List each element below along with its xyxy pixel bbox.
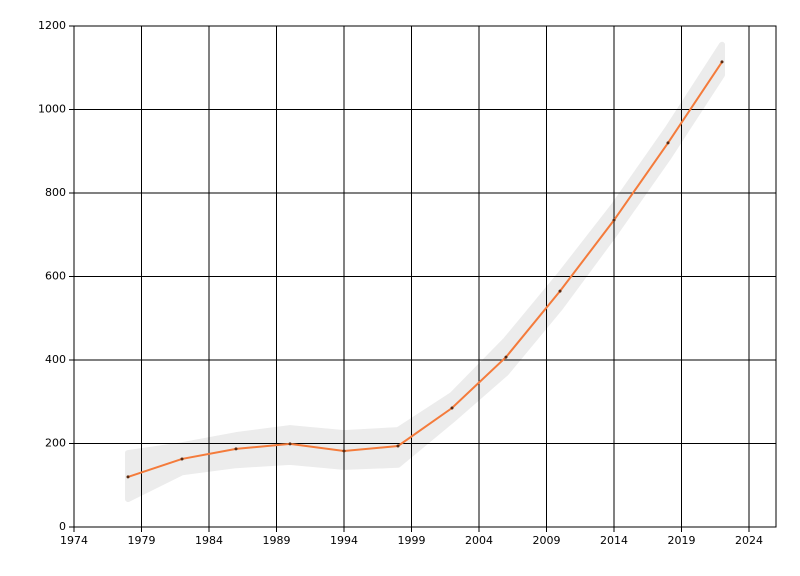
y-tick-label: 600 xyxy=(45,270,66,283)
x-tick-label: 1999 xyxy=(398,534,426,547)
marker xyxy=(288,442,292,446)
marker xyxy=(720,60,724,64)
marker xyxy=(180,457,184,461)
y-tick-label: 0 xyxy=(59,520,66,533)
y-tick-label: 800 xyxy=(45,186,66,199)
marker xyxy=(558,289,562,293)
marker xyxy=(666,141,670,145)
y-tick-label: 1200 xyxy=(38,19,66,32)
marker xyxy=(504,355,508,359)
marker xyxy=(126,475,130,479)
x-tick-label: 2019 xyxy=(668,534,696,547)
x-tick-label: 1994 xyxy=(330,534,358,547)
x-tick-label: 2014 xyxy=(600,534,628,547)
marker xyxy=(234,447,238,451)
x-tick-label: 2024 xyxy=(735,534,763,547)
marker xyxy=(612,218,616,222)
confidence-band xyxy=(125,41,725,503)
x-tick-label: 1979 xyxy=(128,534,156,547)
y-tick-label: 1000 xyxy=(38,103,66,116)
x-tick-label: 1974 xyxy=(60,534,88,547)
x-tick-label: 1989 xyxy=(263,534,291,547)
x-tick-label: 2004 xyxy=(465,534,493,547)
x-tick-label: 2009 xyxy=(533,534,561,547)
x-tick-label: 1984 xyxy=(195,534,223,547)
marker xyxy=(450,406,454,410)
y-tick-label: 400 xyxy=(45,353,66,366)
line xyxy=(127,61,723,478)
y-tick-label: 200 xyxy=(45,437,66,450)
marker xyxy=(396,444,400,448)
marker xyxy=(342,449,346,453)
